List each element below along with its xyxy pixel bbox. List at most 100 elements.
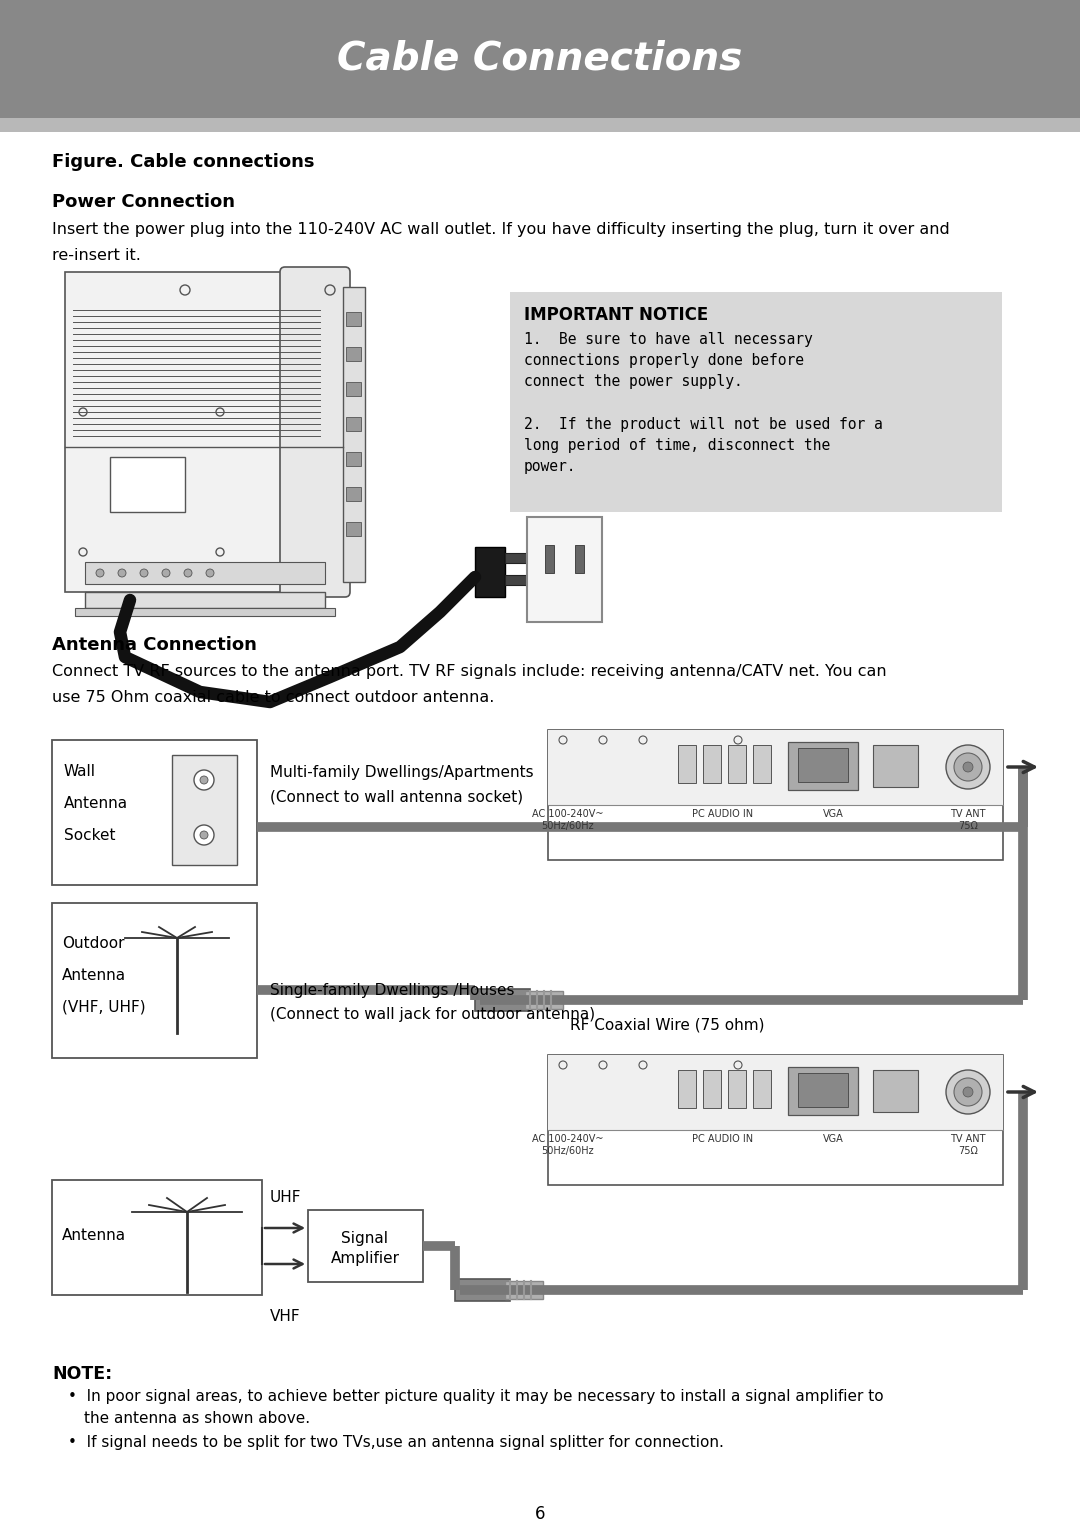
Bar <box>65 272 345 592</box>
Bar <box>0 0 1080 118</box>
Bar <box>548 730 1003 860</box>
Text: 2.  If the product will not be used for a
long period of time, disconnect the
po: 2. If the product will not be used for a… <box>524 417 882 473</box>
Circle shape <box>946 745 990 789</box>
Circle shape <box>140 570 148 577</box>
Circle shape <box>963 762 973 773</box>
Bar <box>52 902 257 1058</box>
Bar <box>548 1055 1003 1185</box>
Bar <box>505 553 527 563</box>
Bar <box>52 1180 262 1295</box>
Text: re-insert it.: re-insert it. <box>52 247 140 263</box>
Text: (VHF, UHF): (VHF, UHF) <box>62 1000 146 1014</box>
Text: Multi-family Dwellings/Apartments: Multi-family Dwellings/Apartments <box>270 765 534 780</box>
Bar <box>172 754 237 864</box>
Circle shape <box>194 770 214 789</box>
Text: Antenna: Antenna <box>62 968 126 982</box>
Bar <box>505 1281 543 1299</box>
Circle shape <box>963 1087 973 1096</box>
Text: UHF: UHF <box>270 1190 301 1205</box>
Circle shape <box>206 570 214 577</box>
Bar <box>346 382 361 395</box>
Text: 6: 6 <box>535 1506 545 1522</box>
Bar <box>753 745 771 783</box>
Bar <box>798 1073 848 1107</box>
Bar <box>110 457 185 512</box>
Circle shape <box>200 776 208 783</box>
Bar <box>527 518 602 621</box>
Bar <box>346 347 361 360</box>
Bar <box>525 991 563 1009</box>
Text: RF Coaxial Wire (75 ohm): RF Coaxial Wire (75 ohm) <box>570 1019 765 1032</box>
Bar <box>788 1067 858 1115</box>
Bar <box>703 745 721 783</box>
Circle shape <box>954 753 982 780</box>
Bar <box>308 1209 423 1283</box>
Text: Figure. Cable connections: Figure. Cable connections <box>52 153 314 171</box>
Text: Socket: Socket <box>64 829 116 843</box>
Text: Cable Connections: Cable Connections <box>337 40 743 78</box>
Bar <box>75 608 335 615</box>
Bar <box>678 1070 696 1109</box>
Bar <box>798 748 848 782</box>
Bar <box>548 1055 1003 1130</box>
Text: •  In poor signal areas, to achieve better picture quality it may be necessary t: • In poor signal areas, to achieve bette… <box>68 1390 883 1403</box>
Text: TV ANT
75Ω: TV ANT 75Ω <box>950 1135 986 1156</box>
Bar <box>0 118 1080 131</box>
Text: Insert the power plug into the 110-240V AC wall outlet. If you have difficulty i: Insert the power plug into the 110-240V … <box>52 221 949 237</box>
Text: •  If signal needs to be split for two TVs,use an antenna signal splitter for co: • If signal needs to be split for two TV… <box>68 1435 724 1451</box>
Circle shape <box>162 570 170 577</box>
Text: IMPORTANT NOTICE: IMPORTANT NOTICE <box>524 305 708 324</box>
Bar <box>475 547 505 597</box>
Text: Antenna Connection: Antenna Connection <box>52 637 257 654</box>
Bar <box>575 545 584 573</box>
Text: Antenna: Antenna <box>64 797 129 811</box>
Bar <box>728 1070 746 1109</box>
Text: VHF: VHF <box>270 1309 300 1324</box>
Text: TV ANT
75Ω: TV ANT 75Ω <box>950 809 986 831</box>
Circle shape <box>200 831 208 838</box>
Text: Antenna: Antenna <box>62 1228 126 1243</box>
Circle shape <box>96 570 104 577</box>
Bar <box>545 545 554 573</box>
Circle shape <box>946 1070 990 1115</box>
Bar <box>510 292 1002 512</box>
Bar <box>455 1280 510 1301</box>
Bar <box>703 1070 721 1109</box>
Bar <box>728 745 746 783</box>
Circle shape <box>118 570 126 577</box>
Text: PC AUDIO IN: PC AUDIO IN <box>692 809 754 818</box>
Bar <box>548 730 1003 805</box>
Text: Amplifier: Amplifier <box>330 1251 400 1266</box>
Text: Connect TV RF sources to the antenna port. TV RF signals include: receiving ante: Connect TV RF sources to the antenna por… <box>52 664 887 680</box>
Bar <box>85 562 325 583</box>
Text: AC 100-240V~
50Hz/60Hz: AC 100-240V~ 50Hz/60Hz <box>532 809 604 831</box>
Circle shape <box>194 825 214 844</box>
Text: Wall: Wall <box>64 765 96 779</box>
Bar <box>346 487 361 501</box>
Bar <box>52 741 257 886</box>
Text: (Connect to wall jack for outdoor antenna): (Connect to wall jack for outdoor antenn… <box>270 1006 595 1022</box>
Bar <box>85 592 325 608</box>
Bar <box>346 522 361 536</box>
Text: Signal: Signal <box>341 1231 389 1246</box>
Bar <box>873 745 918 786</box>
Bar <box>753 1070 771 1109</box>
Text: use 75 Ohm coaxial cable to connect outdoor antenna.: use 75 Ohm coaxial cable to connect outd… <box>52 690 495 705</box>
Text: NOTE:: NOTE: <box>52 1365 112 1383</box>
Bar <box>788 742 858 789</box>
Bar <box>343 287 365 582</box>
Text: Power Connection: Power Connection <box>52 192 235 211</box>
Text: PC AUDIO IN: PC AUDIO IN <box>692 1135 754 1144</box>
Bar <box>346 417 361 431</box>
Circle shape <box>184 570 192 577</box>
Text: Single-family Dwellings /Houses: Single-family Dwellings /Houses <box>270 983 514 999</box>
Circle shape <box>954 1078 982 1106</box>
Bar <box>678 745 696 783</box>
Text: AC 100-240V~
50Hz/60Hz: AC 100-240V~ 50Hz/60Hz <box>532 1135 604 1156</box>
FancyBboxPatch shape <box>280 267 350 597</box>
Text: 1.  Be sure to have all necessary
connections properly done before
connect the p: 1. Be sure to have all necessary connect… <box>524 331 813 389</box>
Text: (Connect to wall antenna socket): (Connect to wall antenna socket) <box>270 789 523 805</box>
Text: the antenna as shown above.: the antenna as shown above. <box>84 1411 310 1426</box>
Text: Outdoor: Outdoor <box>62 936 124 950</box>
Bar <box>873 1070 918 1112</box>
